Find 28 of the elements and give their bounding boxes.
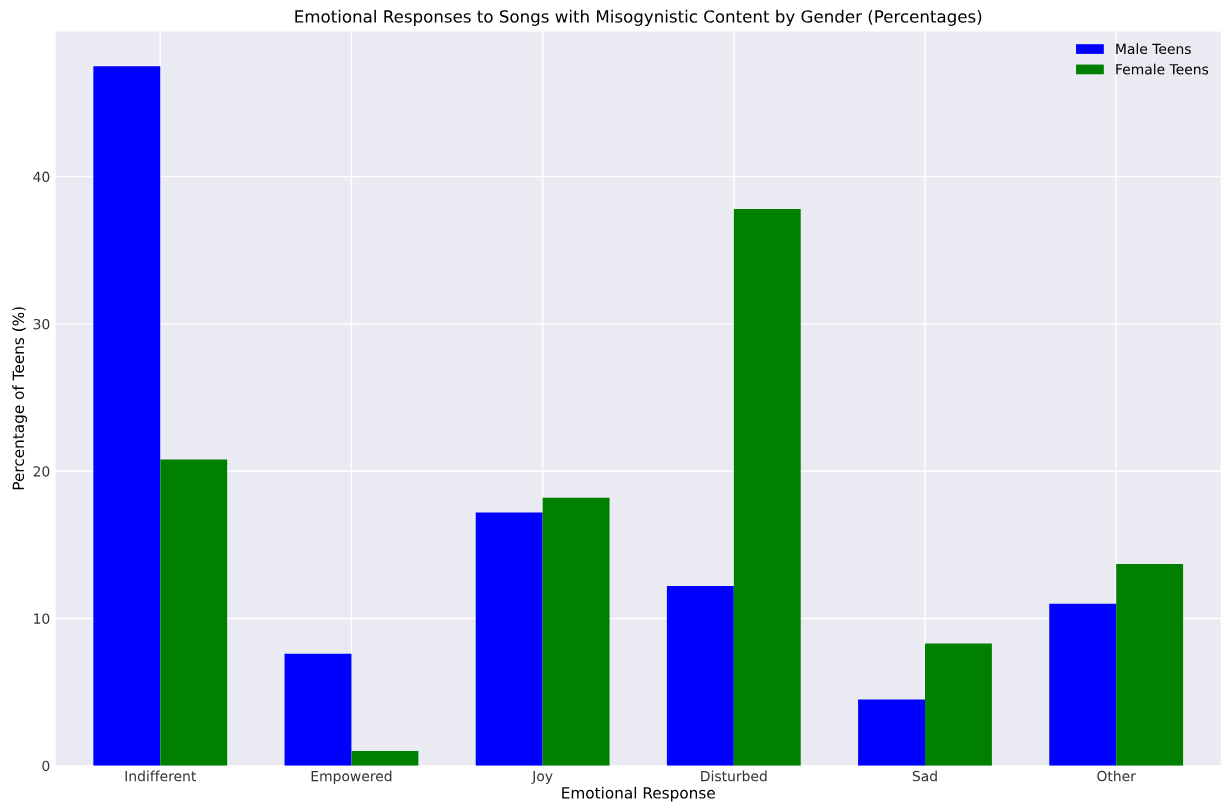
y-tick-label: 10 bbox=[34, 613, 50, 624]
y-axis-title: Percentage of Teens (%) bbox=[12, 307, 28, 490]
bar bbox=[284, 653, 352, 766]
bar bbox=[160, 459, 228, 766]
bar bbox=[93, 66, 161, 766]
x-tick-label: Indifferent bbox=[125, 770, 196, 782]
bar bbox=[1116, 563, 1184, 766]
chart-title: Emotional Responses to Songs with Misogynistic Content by Gender (Percentages) bbox=[295, 9, 982, 26]
x-axis-title: Emotional Response bbox=[562, 786, 715, 802]
bar bbox=[858, 699, 925, 766]
y-tick-label: 0 bbox=[42, 760, 50, 772]
x-tick-label: Disturbed bbox=[701, 770, 767, 782]
bar bbox=[1049, 603, 1117, 766]
bar bbox=[666, 586, 734, 766]
bar bbox=[475, 512, 543, 766]
y-tick-label: 20 bbox=[33, 466, 50, 477]
legend-label: Female Teens bbox=[1116, 63, 1209, 75]
bar bbox=[351, 750, 419, 766]
x-tick-label: Joy bbox=[531, 771, 553, 785]
bar bbox=[733, 209, 801, 766]
x-tick-label: Sad bbox=[912, 770, 937, 782]
x-tick-label: Other bbox=[1097, 770, 1136, 782]
bar bbox=[925, 643, 992, 766]
bar bbox=[542, 497, 610, 766]
y-tick-label: 30 bbox=[33, 318, 50, 330]
legend-label: Male Teens bbox=[1116, 43, 1191, 55]
x-tick-label: Empowered bbox=[311, 770, 392, 785]
y-tick-label: 40 bbox=[33, 171, 50, 183]
